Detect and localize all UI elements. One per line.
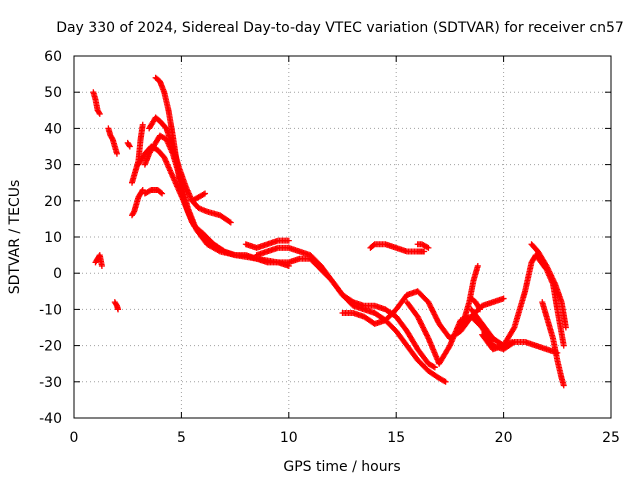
data-point bbox=[139, 186, 146, 193]
series-arc8 bbox=[141, 186, 166, 197]
data-point bbox=[476, 306, 483, 313]
data-point bbox=[108, 135, 115, 142]
data-point bbox=[226, 218, 233, 225]
data-points bbox=[90, 74, 569, 389]
tick-labels: 0 5 10 15 20 25 -40 -30 -20 -10 0 10 20 30 40 50 60 bbox=[39, 49, 620, 446]
y-axis-label: SDTVAR / TECUs bbox=[7, 180, 23, 295]
y-tick-label: 60 bbox=[44, 49, 62, 65]
data-point bbox=[285, 237, 292, 244]
data-point bbox=[476, 305, 483, 312]
data-point bbox=[159, 190, 166, 197]
x-tick-label: 0 bbox=[70, 430, 79, 446]
y-tick-label: 10 bbox=[44, 230, 62, 246]
y-tick-label: 0 bbox=[53, 266, 62, 282]
series-arc12 bbox=[135, 143, 228, 255]
y-tick-label: 40 bbox=[44, 121, 62, 137]
data-point bbox=[509, 338, 516, 345]
x-tick-label: 10 bbox=[280, 430, 298, 446]
data-point bbox=[98, 262, 105, 269]
x-tick-label: 5 bbox=[177, 430, 186, 446]
series-arc18 bbox=[367, 241, 428, 255]
series-arc25 bbox=[479, 331, 516, 353]
series-arc23 bbox=[528, 241, 569, 331]
data-point bbox=[421, 248, 428, 255]
grid-lines bbox=[74, 56, 611, 418]
x-tick-label: 15 bbox=[387, 430, 405, 446]
series-arc19 bbox=[414, 241, 432, 251]
data-point bbox=[130, 209, 137, 216]
x-tick-label: 25 bbox=[602, 430, 620, 446]
data-point bbox=[431, 364, 438, 371]
data-point bbox=[113, 150, 120, 157]
y-tick-label: 20 bbox=[44, 194, 62, 210]
axis-ticks bbox=[73, 55, 612, 419]
series-arc16 bbox=[242, 237, 292, 251]
data-point bbox=[442, 378, 449, 385]
data-point bbox=[126, 142, 133, 149]
data-point bbox=[115, 306, 122, 313]
chart-title: Day 330 of 2024, Sidereal Day-to-day VTE… bbox=[56, 20, 624, 36]
data-point bbox=[560, 342, 567, 349]
series-arc9 bbox=[152, 74, 228, 255]
data-point bbox=[441, 378, 448, 385]
series-arc1 bbox=[90, 89, 103, 117]
series-arc24 bbox=[539, 299, 567, 389]
series-arc13 bbox=[189, 190, 209, 204]
data-point bbox=[157, 189, 164, 196]
y-tick-label: -20 bbox=[39, 339, 62, 355]
series-arc26 bbox=[468, 295, 483, 313]
y-tick-label: -10 bbox=[39, 302, 62, 318]
y-tick-label: -40 bbox=[39, 411, 62, 427]
series-arc11 bbox=[146, 114, 234, 226]
series-arc4 bbox=[111, 299, 122, 313]
y-tick-label: 50 bbox=[44, 85, 62, 101]
y-tick-label: -30 bbox=[39, 375, 62, 391]
y-tick-label: 30 bbox=[44, 158, 62, 174]
data-point bbox=[562, 324, 569, 331]
data-point bbox=[500, 295, 507, 302]
series-arc5 bbox=[124, 139, 133, 150]
series-arc2 bbox=[92, 252, 105, 269]
data-point bbox=[424, 244, 431, 251]
data-point bbox=[474, 262, 481, 269]
data-point bbox=[430, 363, 437, 370]
series-arc3 bbox=[105, 125, 120, 157]
data-point bbox=[200, 191, 207, 198]
data-point bbox=[560, 382, 567, 389]
data-point bbox=[227, 219, 234, 226]
series-arc21 bbox=[457, 262, 481, 331]
x-tick-label: 20 bbox=[495, 430, 513, 446]
x-axis-label: GPS time / hours bbox=[283, 459, 400, 475]
data-point bbox=[96, 109, 103, 116]
data-point bbox=[139, 121, 146, 128]
data-point bbox=[126, 143, 133, 150]
data-point bbox=[510, 325, 517, 332]
data-point bbox=[425, 244, 432, 251]
data-point bbox=[202, 190, 209, 197]
data-point bbox=[96, 110, 103, 117]
series-arc6 bbox=[128, 186, 146, 219]
series-arc14 bbox=[221, 248, 449, 385]
